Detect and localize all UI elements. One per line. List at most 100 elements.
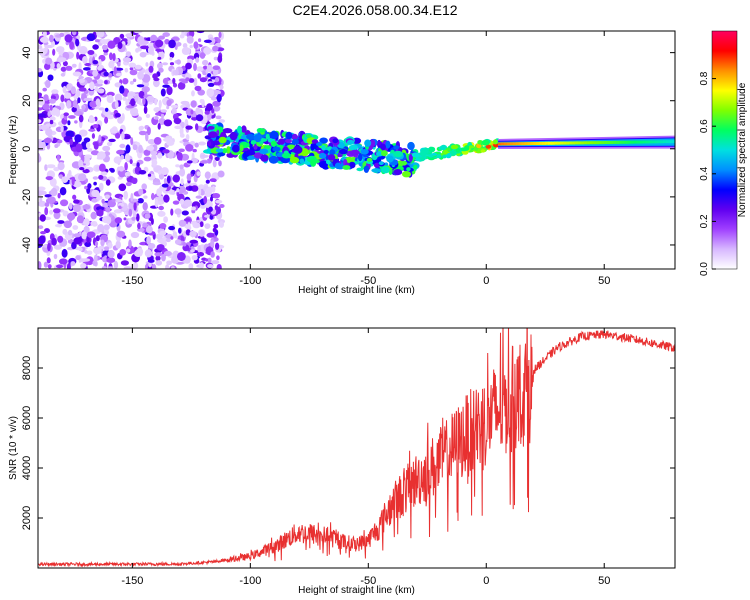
line-core	[542, 141, 546, 145]
noise-blob	[173, 117, 182, 125]
noise-blob	[93, 181, 97, 186]
noise-blob	[157, 123, 161, 130]
noise-blob	[158, 99, 162, 109]
band-blob	[257, 128, 266, 133]
line-core	[589, 141, 593, 145]
noise-blob	[215, 199, 223, 204]
noise-blob	[155, 255, 161, 261]
noise-blob	[192, 148, 197, 153]
noise-blob	[186, 160, 193, 164]
noise-blob	[162, 149, 170, 154]
band-blob	[406, 167, 411, 172]
line-core	[577, 141, 582, 145]
noise-blob	[130, 98, 136, 107]
band-blob	[348, 144, 359, 151]
noise-blob	[168, 225, 176, 231]
noise-blob	[66, 100, 72, 109]
noise-blob	[43, 261, 49, 268]
line-core	[601, 141, 605, 145]
noise-blob	[197, 245, 201, 253]
line-core	[548, 141, 552, 145]
noise-blob	[57, 162, 65, 171]
noise-blob	[180, 153, 190, 161]
noise-blob	[135, 166, 140, 172]
noise-blob	[139, 51, 147, 58]
narrow-blob	[485, 144, 492, 149]
x-tick-label: -150	[121, 275, 143, 287]
noise-blob	[109, 52, 113, 61]
noise-blob	[63, 112, 69, 117]
y-tick-label: -40	[21, 237, 33, 253]
band-blob	[278, 138, 285, 145]
noise-blob	[202, 59, 209, 66]
noise-blob	[92, 124, 99, 129]
line-core	[654, 140, 658, 144]
noise-blob	[73, 99, 78, 108]
noise-blob	[38, 225, 44, 230]
noise-blob	[147, 45, 154, 55]
band-blob	[347, 139, 354, 145]
noise-blob	[98, 134, 102, 143]
narrow-blob	[480, 149, 486, 153]
noise-blob	[116, 149, 125, 155]
band-blob	[206, 140, 212, 147]
noise-blob	[53, 253, 58, 260]
line-core	[571, 141, 576, 145]
noise-blob	[105, 179, 111, 186]
noise-blob	[47, 264, 52, 269]
noise-blob	[147, 173, 152, 177]
noise-blob	[72, 71, 82, 77]
noise-blob	[105, 216, 112, 225]
line-core	[545, 141, 549, 145]
noise-blob	[89, 100, 98, 108]
noise-blob	[47, 196, 56, 204]
line-core	[574, 141, 579, 145]
noise-blob	[78, 87, 87, 92]
line-core	[613, 140, 617, 144]
noise-blob	[176, 152, 183, 161]
noise-blob	[198, 141, 206, 146]
noise-blob	[207, 257, 212, 263]
noise-blob	[56, 154, 61, 162]
noise-blob	[96, 206, 105, 211]
noise-blob	[57, 235, 64, 243]
noise-blob	[183, 218, 191, 222]
narrow-blob	[429, 146, 436, 153]
narrow-blob	[455, 148, 461, 153]
noise-blob	[55, 46, 65, 53]
noise-blob	[114, 112, 121, 118]
noise-blob	[106, 257, 116, 264]
noise-blob	[74, 120, 78, 124]
noise-blob	[217, 170, 225, 178]
noise-blob	[169, 57, 173, 61]
noise-blob	[69, 139, 74, 145]
noise-blob	[162, 32, 170, 37]
noise-blob	[71, 106, 77, 113]
x-axis-label: Height of straight line (km)	[298, 585, 415, 596]
band-blob	[370, 139, 376, 148]
band-blob	[402, 171, 411, 178]
noise-blob	[111, 198, 116, 202]
band-blob	[393, 150, 403, 158]
band-blob	[378, 161, 384, 166]
noise-blob	[215, 115, 222, 120]
line-core	[663, 140, 667, 144]
band-blob	[310, 143, 315, 151]
noise-blob	[153, 79, 160, 88]
noise-blob	[124, 162, 128, 171]
noise-blob	[129, 67, 134, 71]
noise-blob	[199, 77, 207, 83]
noise-blob	[207, 73, 212, 78]
band-blob	[371, 168, 382, 173]
noise-blob	[157, 170, 162, 175]
noise-blob	[175, 67, 179, 76]
band-blob	[280, 156, 291, 164]
noise-blob	[123, 266, 133, 269]
noise-blob	[143, 156, 152, 162]
noise-blob	[115, 72, 122, 77]
noise-blob	[204, 171, 211, 179]
y-tick-label: 2000	[21, 506, 33, 530]
noise-blob	[88, 56, 93, 66]
noise-blob	[62, 210, 69, 217]
line-core	[518, 142, 523, 146]
